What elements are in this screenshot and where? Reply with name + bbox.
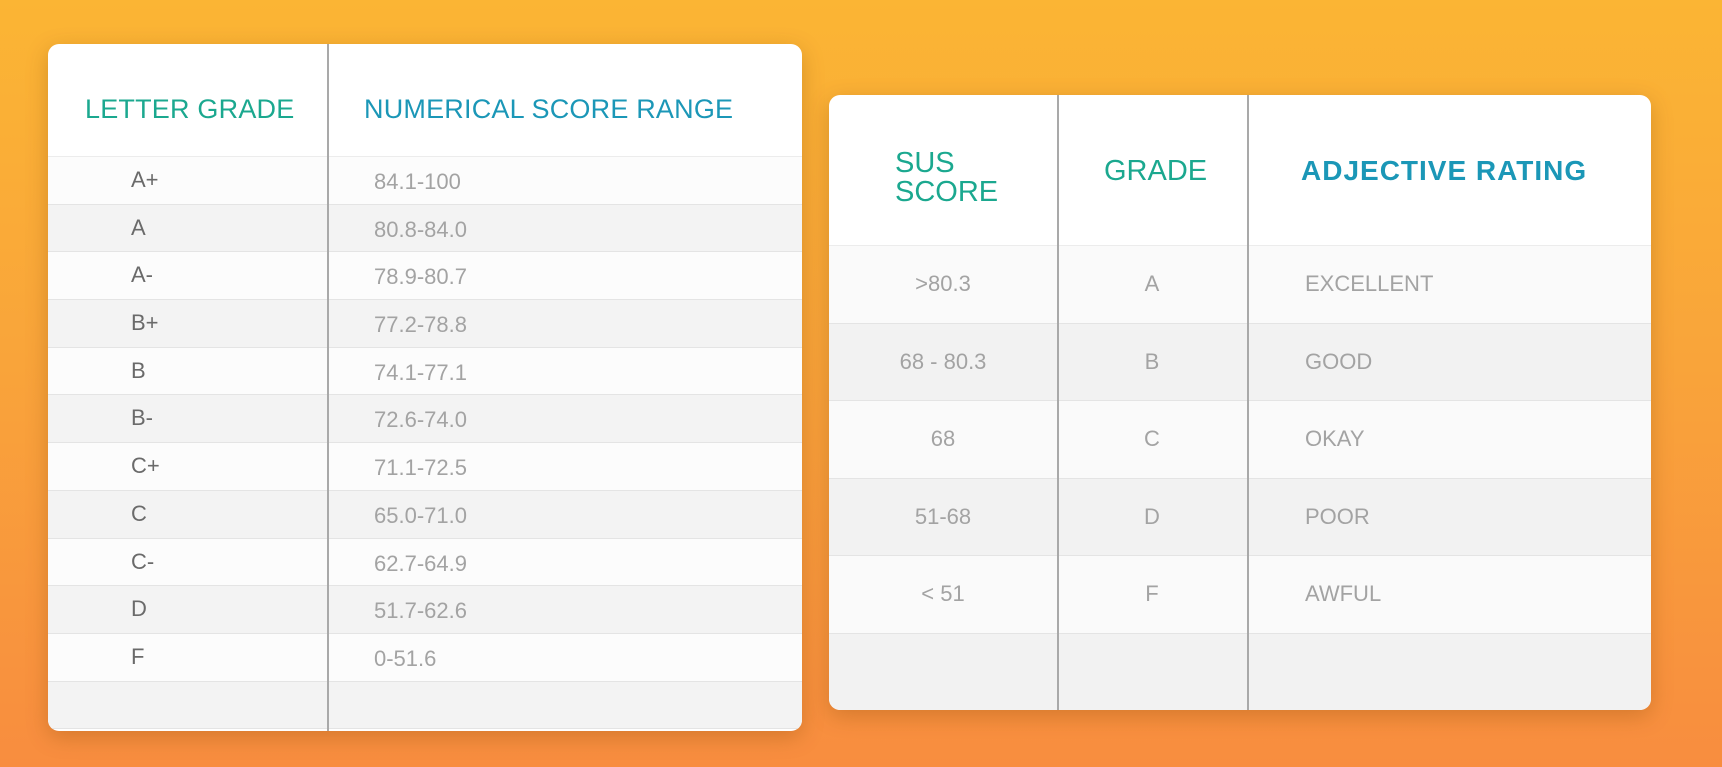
table-row: >80.3 A EXCELLENT [829,246,1651,324]
sus-score-cell: 68 [930,426,956,451]
grade-cell: D [1144,503,1160,529]
letter-grade-cell: F [131,643,145,669]
column-divider [327,44,329,731]
table-row: A+ 84.1-100 [48,157,802,205]
sus-score-cell: >80.3 [915,271,971,296]
letter-grade-cell: C- [131,548,155,574]
table-row: A- 78.9-80.7 [48,252,802,301]
score-range-cell: 71.1-72.5 [374,455,467,481]
table-row [48,681,802,730]
grade-cell: B [1144,348,1160,374]
table-row: F 0-51.6 [48,633,802,682]
table-row: B 74.1-77.1 [48,347,802,396]
numerical-score-range-header: NUMERICAL SCORE RANGE [364,94,734,124]
letter-grade-cell: A- [131,262,153,288]
column-divider [1057,95,1059,710]
letter-grade-cell: D [131,596,147,622]
table-row: 68 C OKAY [829,401,1651,479]
sus-rating-table: SUS SCORE GRADE ADJECTIVE RATING >80.3 A E… [829,95,1651,710]
adjective-rating-cell: GOOD [1305,348,1373,374]
letter-grade-cell: A [131,214,146,240]
letter-grade-cell: B+ [131,310,159,336]
grade-cell: C [1144,426,1160,451]
table-row: C+ 71.1-72.5 [48,443,802,491]
sus-score-header: SUS SCORE [895,147,999,208]
letter-grade-cell: B [131,357,146,383]
table-row: < 51 F AWFUL [829,556,1651,634]
table-row: 51-68 D POOR [829,478,1651,556]
score-range-cell: 0-51.6 [374,645,437,671]
sus-score-cell: < 51 [921,581,965,606]
score-range-cell: 84.1-100 [374,169,461,194]
adjective-rating-cell: EXCELLENT [1305,271,1434,296]
score-range-cell: 51.7-62.6 [374,598,467,624]
table-row: D 51.7-62.6 [48,586,802,634]
score-range-cell: 72.6-74.0 [374,407,467,433]
score-range-cell: 65.0-71.0 [374,502,467,528]
sus-score-cell: 51-68 [914,503,972,529]
letter-grade-header: LETTER GRADE [85,94,295,124]
table-row: 68 - 80.3 B GOOD [829,323,1651,401]
column-divider [1247,95,1249,710]
adjective-rating-cell: POOR [1305,503,1370,529]
letter-grade-cell: C+ [131,453,160,479]
letter-grade-table: LETTER GRADE NUMERICAL SCORE RANGE A+ 84.… [48,44,802,731]
score-range-cell: 62.7-64.9 [374,550,467,576]
letter-grade-cell: B- [131,405,153,431]
grade-header: GRADE [1104,155,1208,187]
letter-grade-table-header: LETTER GRADE NUMERICAL SCORE RANGE [48,44,802,157]
score-range-cell: 77.2-78.8 [374,312,467,338]
grade-cell: F [1145,581,1159,606]
table-row: A 80.8-84.0 [48,204,802,253]
sus-rating-table-body: >80.3 A EXCELLENT 68 - 80.3 B GOOD 68 C OKAY 51-6… [829,246,1651,710]
letter-grade-cell: C [131,500,147,526]
score-range-cell: 74.1-77.1 [374,359,467,385]
adjective-rating-cell: OKAY [1305,426,1365,451]
score-range-cell: 78.9-80.7 [374,264,467,290]
table-row: B+ 77.2-78.8 [48,300,802,348]
table-row: B- 72.6-74.0 [48,395,802,444]
sus-rating-table-header: SUS SCORE GRADE ADJECTIVE RATING [829,95,1651,246]
table-row: C- 62.7-64.9 [48,538,802,587]
table-row [829,633,1651,710]
score-range-cell: 80.8-84.0 [374,216,467,242]
letter-grade-cell: A+ [131,167,159,192]
grade-cell: A [1144,271,1160,296]
adjective-rating-cell: AWFUL [1305,581,1382,606]
sus-score-cell: 68 - 80.3 [899,348,987,374]
adjective-rating-header: ADJECTIVE RATING [1301,155,1588,186]
table-row: C 65.0-71.0 [48,490,802,539]
letter-grade-table-body: A+ 84.1-100 A 80.8-84.0 A- 78.9-80.7 B+ 77.2-78… [48,157,802,730]
